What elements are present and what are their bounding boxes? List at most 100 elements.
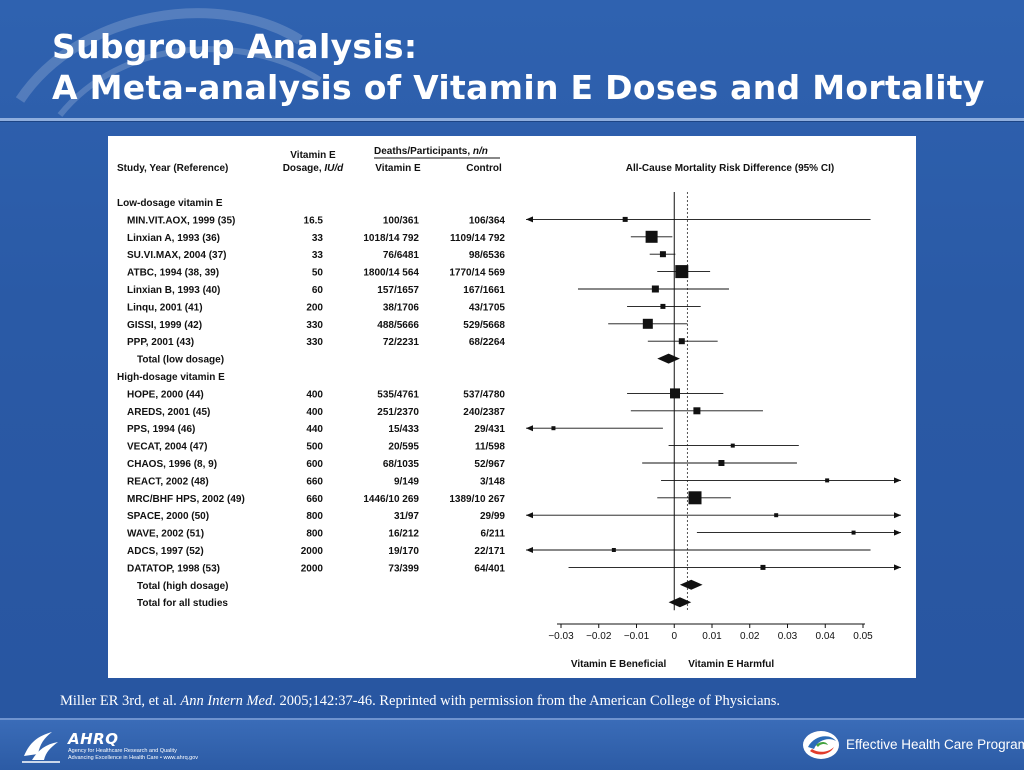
study-control-deaths: 43/1705	[469, 302, 506, 313]
study-label: ADCS, 1997 (52)	[127, 546, 204, 557]
point-estimate-square	[718, 460, 725, 466]
study-vitamin-e-deaths: 157/1657	[377, 285, 419, 296]
study-vitamin-e-deaths: 100/361	[383, 215, 420, 226]
point-estimate-square	[774, 513, 779, 518]
study-control-deaths: 3/148	[480, 476, 505, 487]
study-label: PPP, 2001 (43)	[127, 337, 194, 348]
study-label: WAVE, 2002 (51)	[127, 529, 204, 540]
point-estimate-square	[825, 478, 830, 483]
citation-journal: Ann Intern Med	[180, 693, 273, 709]
study-dose: 660	[306, 494, 323, 505]
study-vitamin-e-deaths: 38/1706	[383, 302, 420, 313]
header-study: Study, Year (Reference)	[117, 163, 228, 174]
study-vitamin-e-deaths: 31/97	[394, 511, 419, 522]
header-dose-line-1: Vitamin E	[290, 150, 336, 161]
x-axis-harmful-label: Vitamin E Harmful	[688, 659, 774, 670]
study-control-deaths: 106/364	[469, 215, 506, 226]
study-label: GISSI, 1999 (42)	[127, 320, 202, 331]
study-dose: 33	[312, 233, 324, 244]
header-control: Control	[466, 163, 502, 174]
x-axis-tick-label: 0.05	[853, 631, 873, 642]
study-control-deaths: 6/211	[481, 529, 506, 540]
study-control-deaths: 22/171	[474, 546, 505, 557]
study-label: VECAT, 2004 (47)	[127, 442, 207, 453]
pooled-diamond	[679, 579, 703, 590]
hhs-eagle-logo-icon	[22, 732, 60, 763]
total-label: Total for all studies	[137, 598, 228, 609]
slide-title-line-1: Subgroup Analysis:	[52, 27, 418, 66]
point-estimate-square	[688, 491, 702, 505]
point-estimate-square	[730, 443, 735, 448]
study-dose: 16.5	[304, 215, 324, 226]
background-swirl-decoration	[15, 8, 322, 117]
point-estimate-square	[851, 530, 856, 535]
study-control-deaths: 537/4780	[463, 389, 505, 400]
study-control-deaths: 240/2387	[463, 407, 505, 418]
study-label: Linxian A, 1993 (36)	[127, 233, 220, 244]
study-vitamin-e-deaths: 72/2231	[383, 337, 420, 348]
study-vitamin-e-deaths: 15/433	[388, 424, 419, 435]
study-dose: 60	[312, 285, 324, 296]
group-label: High-dosage vitamin E	[117, 372, 225, 383]
citation-prefix: Miller ER 3rd, et al.	[60, 693, 181, 709]
group-label: Low-dosage vitamin E	[117, 198, 223, 209]
study-vitamin-e-deaths: 19/170	[388, 546, 419, 557]
citation: Miller ER 3rd, et al. Ann Intern Med. 20…	[60, 693, 960, 710]
ci-arrow-left	[526, 547, 533, 553]
ci-arrow-left	[526, 216, 533, 223]
x-axis-tick-label: 0.02	[740, 631, 760, 642]
title-divider	[0, 118, 1024, 121]
study-label: DATATOP, 1998 (53)	[127, 563, 220, 574]
study-label: SU.VI.MAX, 2004 (37)	[127, 250, 226, 261]
ci-arrow-right	[894, 512, 901, 519]
slide-title: Subgroup Analysis: A Meta-analysis of Vi…	[52, 26, 985, 108]
study-dose: 330	[306, 320, 323, 331]
header-deaths: Deaths/Participants, n/n	[374, 146, 488, 157]
study-vitamin-e-deaths: 16/212	[388, 529, 419, 540]
study-label: Linxian B, 1993 (40)	[127, 285, 220, 296]
point-estimate-square	[693, 407, 701, 415]
forest-plot-svg: Study, Year (Reference) Vitamin E Dosage, …	[117, 146, 901, 670]
x-axis-tick-label: 0	[671, 631, 677, 642]
study-control-deaths: 29/99	[480, 511, 505, 522]
total-label: Total (low dosage)	[137, 355, 224, 366]
study-dose: 500	[306, 442, 323, 453]
point-estimate-square	[670, 388, 681, 399]
x-axis-tick-label: −0.03	[548, 631, 574, 642]
study-dose: 330	[306, 337, 323, 348]
study-dose: 400	[306, 389, 323, 400]
study-label: SPACE, 2000 (50)	[127, 511, 209, 522]
study-dose: 2000	[301, 563, 324, 574]
study-label: MRC/BHF HPS, 2002 (49)	[127, 494, 245, 505]
header-vitamin-e: Vitamin E	[375, 163, 421, 174]
study-control-deaths: 52/967	[474, 459, 505, 470]
ahrq-tagline-1: Agency for Healthcare Research and Quali…	[68, 748, 177, 754]
point-estimate-square	[622, 216, 628, 222]
x-axis-tick-label: −0.01	[624, 631, 650, 642]
footer-band	[0, 718, 1024, 770]
study-dose: 50	[312, 268, 324, 279]
x-axis-beneficial-label: Vitamin E Beneficial	[571, 659, 667, 670]
forest-plot-figure: Study, Year (Reference) Vitamin E Dosage, …	[108, 136, 916, 678]
ci-arrow-left	[526, 425, 533, 432]
x-axis-tick-label: 0.01	[702, 631, 722, 642]
ci-arrow-left	[526, 512, 533, 519]
x-axis-tick-label: 0.04	[816, 631, 836, 642]
study-dose: 600	[306, 459, 323, 470]
study-control-deaths: 98/6536	[469, 250, 506, 261]
header-effect: All-Cause Mortality Risk Difference (95%…	[626, 163, 834, 174]
effective-health-care-program-label: Effective Health Care Program	[846, 737, 1024, 752]
study-vitamin-e-deaths: 73/399	[388, 563, 419, 574]
study-label: ATBC, 1994 (38, 39)	[127, 268, 219, 279]
study-vitamin-e-deaths: 76/6481	[383, 250, 420, 261]
effective-health-care-swirl-logo-icon	[803, 731, 839, 759]
study-dose: 800	[306, 529, 323, 540]
study-vitamin-e-deaths: 1018/14 792	[363, 233, 419, 244]
study-dose: 800	[306, 511, 323, 522]
point-estimate-square	[645, 230, 658, 243]
study-control-deaths: 64/401	[474, 563, 505, 574]
study-vitamin-e-deaths: 488/5666	[377, 320, 419, 331]
point-estimate-square	[551, 426, 556, 431]
ahrq-logo: AHRQ Agency for Healthcare Research and …	[68, 730, 238, 762]
study-control-deaths: 1109/14 792	[450, 233, 505, 244]
